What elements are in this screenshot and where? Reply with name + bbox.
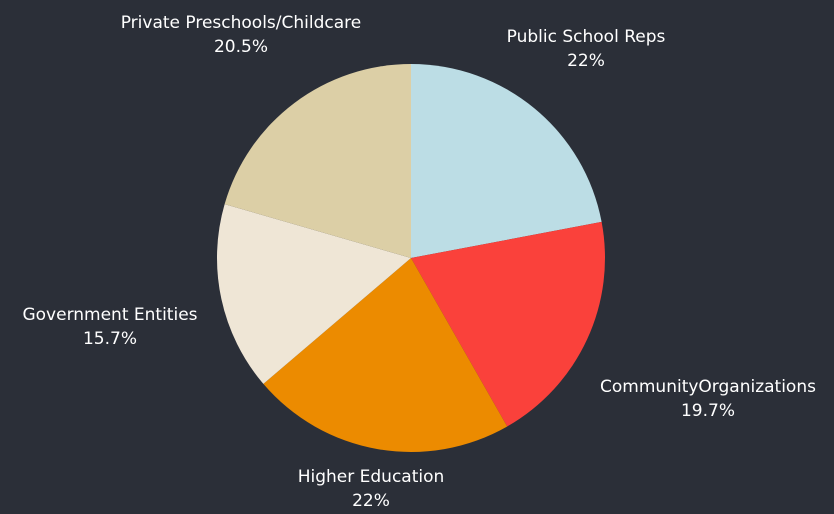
slice-value-higher-education: 22% <box>352 491 390 511</box>
slice-label-government-entities: Government Entities <box>22 305 197 325</box>
pie-slice-higher-education <box>263 258 508 453</box>
slice-value-public-school-reps: 22% <box>567 51 605 71</box>
slice-label-communityorganizations: CommunityOrganizations <box>600 377 816 397</box>
slice-label-private-preschools-childcare: Private Preschools/Childcare <box>121 13 362 33</box>
slice-value-private-preschools-childcare: 20.5% <box>214 37 268 57</box>
slice-value-communityorganizations: 19.7% <box>681 401 735 421</box>
slice-label-higher-education: Higher Education <box>298 467 445 487</box>
pie-slice-communityorganizations <box>411 221 605 427</box>
pie-slice-private-preschools-childcare <box>224 64 411 258</box>
slice-value-government-entities: 15.7% <box>83 329 137 349</box>
pie-slice-government-entities <box>216 204 411 384</box>
pie-slice-public-school-reps <box>411 64 602 258</box>
slice-label-public-school-reps: Public School Reps <box>507 27 666 47</box>
